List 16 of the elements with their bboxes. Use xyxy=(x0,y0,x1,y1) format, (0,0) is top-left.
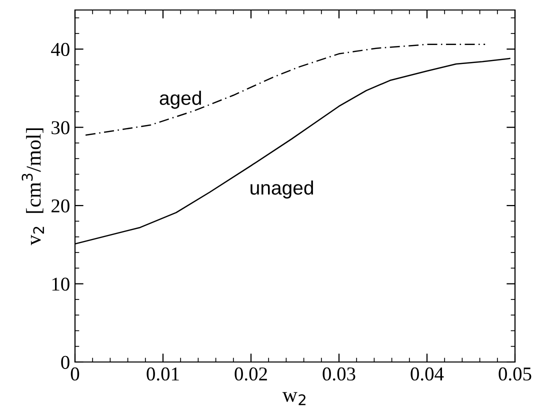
x-tick-label: 0.04 xyxy=(410,367,444,381)
y-tick-label: 0 xyxy=(61,356,70,369)
line-series xyxy=(84,44,486,136)
x-tick-label: 0.05 xyxy=(498,367,532,381)
y-tick-label: 20 xyxy=(52,199,70,212)
y-tick-label: 30 xyxy=(52,121,70,134)
x-tick-label: 0 xyxy=(70,367,80,381)
x-tick-label: 0.03 xyxy=(322,367,356,381)
x-tick-label: 0.01 xyxy=(146,367,179,381)
series-label: aged xyxy=(160,90,201,109)
x-tick-label: 0.02 xyxy=(234,367,267,381)
y-tick-label: 40 xyxy=(51,42,70,56)
x-axis-title: w$_{2}$ xyxy=(282,392,306,406)
y-tick-label: 10 xyxy=(52,278,70,291)
series-label: unaged xyxy=(250,180,313,199)
y-axis-title: v$_{2}$ [cm$^{3}$/mol] xyxy=(22,128,44,246)
